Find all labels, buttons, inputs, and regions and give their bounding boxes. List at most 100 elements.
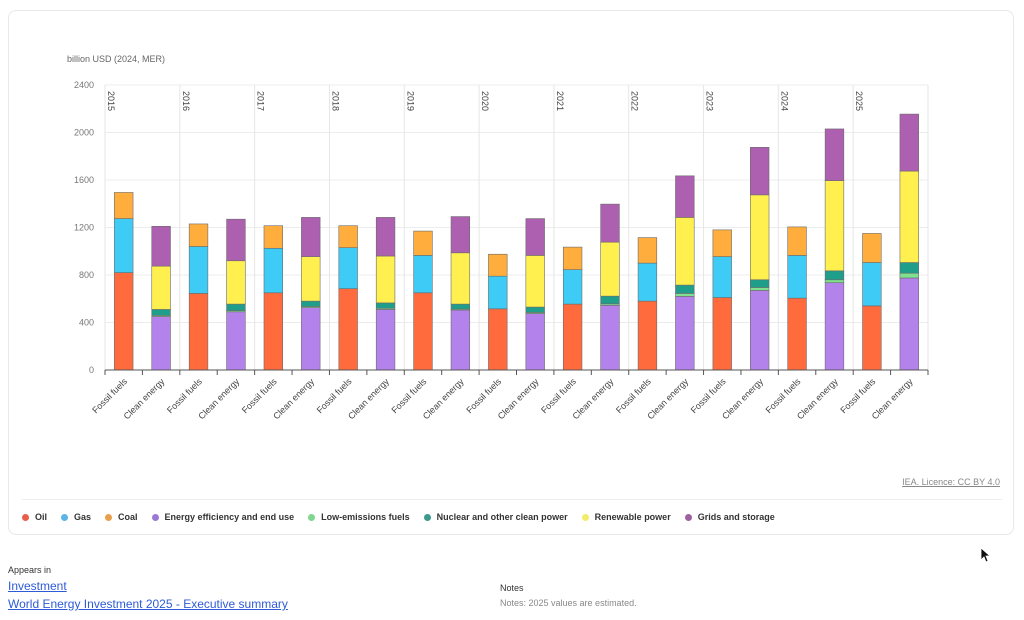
bar-segment-oil[interactable] bbox=[263, 292, 283, 371]
bar-segment-gas[interactable] bbox=[787, 255, 807, 299]
bar-segment-oil[interactable] bbox=[787, 297, 807, 371]
bar-segment-energy-efficiency-and-end-use[interactable] bbox=[525, 313, 545, 371]
bar-segment-energy-efficiency-and-end-use[interactable] bbox=[750, 290, 770, 371]
bar-segment-gas[interactable] bbox=[114, 218, 134, 273]
legend-item-coal[interactable]: Coal bbox=[105, 512, 138, 522]
bar-segment-nuclear-and-other-clean-power[interactable] bbox=[226, 303, 246, 311]
bar-segment-gas[interactable] bbox=[413, 255, 433, 294]
bar-segment-oil[interactable] bbox=[413, 292, 433, 371]
bar-segment-coal[interactable] bbox=[263, 225, 283, 249]
year-label: 2020 bbox=[480, 91, 490, 111]
bar-segment-oil[interactable] bbox=[712, 297, 732, 371]
bar-segment-oil[interactable] bbox=[862, 305, 882, 371]
bar-segment-oil[interactable] bbox=[637, 300, 658, 371]
bar-segment-coal[interactable] bbox=[787, 226, 807, 256]
bar-segment-renewable-power[interactable] bbox=[600, 241, 620, 297]
bar-segment-energy-efficiency-and-end-use[interactable] bbox=[899, 277, 919, 371]
legend-item-nuclear-and-other-clean-power[interactable]: Nuclear and other clean power bbox=[423, 512, 568, 522]
bar-segment-coal[interactable] bbox=[712, 229, 732, 257]
bar-segment-energy-efficiency-and-end-use[interactable] bbox=[450, 309, 471, 371]
bar-segment-nuclear-and-other-clean-power[interactable] bbox=[824, 270, 845, 281]
bar-segment-oil[interactable] bbox=[338, 288, 358, 371]
bar-segment-grids-and-storage[interactable] bbox=[899, 113, 919, 172]
x-tick-label: Fossil fuels bbox=[689, 376, 728, 415]
chart-card bbox=[8, 10, 1014, 535]
bar-segment-low-emissions-fuels[interactable] bbox=[675, 293, 695, 297]
bar-segment-grids-and-storage[interactable] bbox=[375, 217, 396, 257]
bar-segment-nuclear-and-other-clean-power[interactable] bbox=[600, 295, 620, 305]
bar-segment-coal[interactable] bbox=[488, 253, 508, 277]
bar-segment-nuclear-and-other-clean-power[interactable] bbox=[675, 284, 695, 294]
bar-segment-grids-and-storage[interactable] bbox=[824, 128, 845, 181]
bar-segment-renewable-power[interactable] bbox=[301, 256, 321, 302]
legend-item-gas[interactable]: Gas bbox=[61, 512, 91, 522]
bar-segment-coal[interactable] bbox=[338, 225, 358, 248]
bar-segment-oil[interactable] bbox=[114, 272, 134, 371]
bar-segment-oil[interactable] bbox=[488, 308, 508, 371]
bar-segment-gas[interactable] bbox=[338, 247, 358, 289]
bar-segment-grids-and-storage[interactable] bbox=[675, 175, 695, 218]
bar-segment-renewable-power[interactable] bbox=[824, 180, 845, 272]
bar-segment-gas[interactable] bbox=[562, 269, 583, 305]
notes-title: Notes bbox=[500, 583, 524, 593]
bar-segment-grids-and-storage[interactable] bbox=[151, 226, 171, 267]
bar-segment-energy-efficiency-and-end-use[interactable] bbox=[675, 296, 695, 371]
investment-link[interactable]: Investment bbox=[8, 579, 67, 593]
bar-segment-nuclear-and-other-clean-power[interactable] bbox=[525, 306, 545, 313]
bar-segment-renewable-power[interactable] bbox=[675, 217, 695, 286]
bar-segment-renewable-power[interactable] bbox=[226, 260, 246, 305]
bar-segment-gas[interactable] bbox=[712, 256, 732, 298]
bar-segment-grids-and-storage[interactable] bbox=[600, 203, 620, 243]
weo-executive-summary-link[interactable]: World Energy Investment 2025 - Executive… bbox=[8, 597, 288, 611]
bar-segment-renewable-power[interactable] bbox=[151, 265, 171, 310]
bar-segment-grids-and-storage[interactable] bbox=[301, 217, 321, 257]
legend-item-energy-efficiency-and-end-use[interactable]: Energy efficiency and end use bbox=[151, 512, 294, 522]
legend-item-low-emissions-fuels[interactable]: Low-emissions fuels bbox=[308, 512, 410, 522]
bar-segment-nuclear-and-other-clean-power[interactable] bbox=[375, 302, 396, 309]
bar-segment-grids-and-storage[interactable] bbox=[525, 218, 545, 256]
bar-segment-renewable-power[interactable] bbox=[450, 252, 471, 305]
bar-segment-nuclear-and-other-clean-power[interactable] bbox=[301, 300, 321, 307]
bar-segment-coal[interactable] bbox=[562, 246, 583, 270]
legend-item-grids-and-storage[interactable]: Grids and storage bbox=[684, 512, 775, 522]
legend-dot-icon bbox=[61, 513, 69, 521]
bar-segment-gas[interactable] bbox=[188, 246, 209, 294]
bar-segment-oil[interactable] bbox=[188, 293, 209, 371]
bar-segment-nuclear-and-other-clean-power[interactable] bbox=[899, 262, 919, 274]
bar-segment-renewable-power[interactable] bbox=[375, 255, 396, 304]
bar-segment-renewable-power[interactable] bbox=[750, 194, 770, 281]
bar-segment-coal[interactable] bbox=[188, 223, 209, 247]
bar-segment-renewable-power[interactable] bbox=[899, 170, 919, 263]
bar-segment-gas[interactable] bbox=[488, 275, 508, 310]
bar-segment-renewable-power[interactable] bbox=[525, 255, 545, 308]
bar-segment-energy-efficiency-and-end-use[interactable] bbox=[226, 311, 246, 371]
x-tick-label: Fossil fuels bbox=[764, 376, 803, 415]
bar-segment-grids-and-storage[interactable] bbox=[226, 218, 246, 262]
bar-segment-coal[interactable] bbox=[862, 233, 882, 263]
y-axis-unit-label: billion USD (2024, MER) bbox=[67, 54, 166, 64]
bar-segment-gas[interactable] bbox=[263, 247, 283, 294]
bar-segment-grids-and-storage[interactable] bbox=[450, 216, 471, 254]
bar-segment-gas[interactable] bbox=[637, 262, 658, 302]
bar-segment-nuclear-and-other-clean-power[interactable] bbox=[450, 303, 471, 310]
bar-segment-low-emissions-fuels[interactable] bbox=[750, 287, 770, 291]
bar-segment-energy-efficiency-and-end-use[interactable] bbox=[600, 304, 620, 371]
licence-link[interactable]: IEA. Licence: CC BY 4.0 bbox=[902, 477, 1000, 487]
bar-segment-oil[interactable] bbox=[562, 303, 583, 371]
legend-label: Coal bbox=[118, 512, 138, 522]
legend-item-renewable-power[interactable]: Renewable power bbox=[581, 512, 671, 522]
bar-segment-coal[interactable] bbox=[114, 192, 134, 219]
legend-item-oil[interactable]: Oil bbox=[22, 512, 47, 522]
bar-segment-low-emissions-fuels[interactable] bbox=[824, 279, 845, 284]
bar-segment-nuclear-and-other-clean-power[interactable] bbox=[750, 279, 770, 288]
bar-segment-energy-efficiency-and-end-use[interactable] bbox=[375, 309, 396, 371]
bar-segment-low-emissions-fuels[interactable] bbox=[899, 272, 919, 279]
bar-segment-nuclear-and-other-clean-power[interactable] bbox=[151, 309, 171, 316]
bar-segment-grids-and-storage[interactable] bbox=[750, 147, 770, 196]
bar-segment-coal[interactable] bbox=[637, 237, 658, 264]
bar-segment-energy-efficiency-and-end-use[interactable] bbox=[151, 316, 171, 371]
bar-segment-energy-efficiency-and-end-use[interactable] bbox=[824, 282, 845, 371]
bar-segment-gas[interactable] bbox=[862, 262, 882, 307]
bar-segment-energy-efficiency-and-end-use[interactable] bbox=[301, 307, 321, 371]
bar-segment-coal[interactable] bbox=[413, 230, 433, 256]
